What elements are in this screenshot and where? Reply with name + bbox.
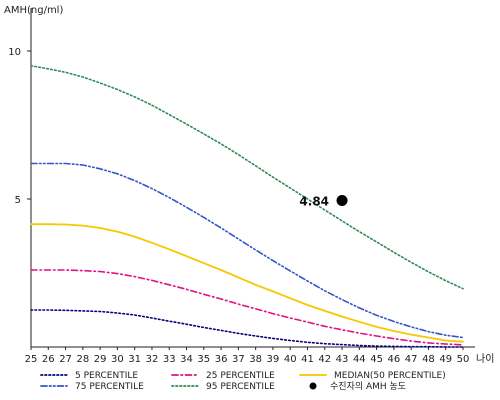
- legend-label-95-percentile: 95 PERCENTILE: [206, 382, 275, 392]
- x-tick-label: 49: [439, 354, 452, 365]
- x-tick-label: 46: [388, 354, 401, 365]
- x-tick-label: 41: [301, 354, 314, 365]
- x-tick-label: 37: [232, 354, 245, 365]
- series-line-25-percentile: [30, 269, 464, 346]
- x-tick-label: 43: [336, 354, 349, 365]
- x-tick-label: 42: [318, 354, 331, 365]
- x-tick-label: 40: [284, 354, 297, 365]
- series-line-95-percentile: [30, 65, 464, 290]
- x-tick-label: 31: [128, 354, 141, 365]
- axes: AMH(ng/ml) 5 10 25 26 27 28 29 30 31 32 33 34 35 36 37 3…: [4, 5, 494, 365]
- x-tick-label: 44: [353, 354, 366, 365]
- patient-amh-point: [336, 194, 348, 206]
- y-tick-label: 10: [8, 47, 21, 58]
- legend-label-25-percentile: 25 PERCENTILE: [206, 371, 275, 381]
- x-tick-label: 38: [249, 354, 262, 365]
- y-axis-label: AMH(ng/ml): [4, 5, 63, 16]
- legend-label-median-50-percentile: MEDIAN(50 PERCENTILE): [334, 371, 446, 381]
- legend-swatch-patient: [309, 382, 317, 390]
- legend-label-75-percentile: 75 PERCENTILE: [75, 382, 144, 392]
- x-tick-label: 36: [215, 354, 228, 365]
- x-axis-label: 나이: [476, 353, 494, 365]
- x-tick-label: 28: [76, 354, 89, 365]
- x-tick-label: 39: [267, 354, 280, 365]
- y-tick-label: 5: [15, 195, 21, 206]
- x-tick-label: 32: [146, 354, 159, 365]
- x-tick-label: 47: [405, 354, 418, 365]
- patient-amh-value: 4.84: [299, 194, 329, 208]
- series-line-75-percentile: [30, 162, 464, 339]
- x-tick-label: 33: [163, 354, 176, 365]
- x-tick-label: 48: [422, 354, 435, 365]
- series-line-median-50-percentile: [30, 223, 464, 343]
- annotation-group: 4.84: [299, 194, 348, 208]
- x-tick-label: 27: [59, 354, 72, 365]
- x-tick-label: 45: [370, 354, 383, 365]
- x-tick-label: 35: [197, 354, 210, 365]
- x-tick-label: 25: [25, 354, 38, 365]
- series-group: [30, 65, 464, 348]
- legend: 5 PERCENTILE 25 PERCENTILE MEDIAN(50 PERCE…: [40, 371, 446, 392]
- x-tick-label: 30: [111, 354, 124, 365]
- series-line-5-percentile: [30, 309, 464, 348]
- legend-label-5-percentile: 5 PERCENTILE: [75, 371, 138, 381]
- x-tick-label: 29: [94, 354, 107, 365]
- x-tick-label: 34: [180, 354, 193, 365]
- x-tick-label: 50: [457, 354, 470, 365]
- legend-label-patient: 수진자의 AMH 농도: [330, 381, 406, 392]
- x-tick-label: 26: [42, 354, 55, 365]
